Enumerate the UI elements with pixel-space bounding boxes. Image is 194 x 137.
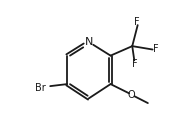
Text: Br: Br [35,83,46,93]
Text: F: F [153,44,159,54]
Text: F: F [132,59,137,69]
Text: O: O [128,90,135,100]
Text: F: F [134,17,140,27]
Text: N: N [85,37,93,47]
